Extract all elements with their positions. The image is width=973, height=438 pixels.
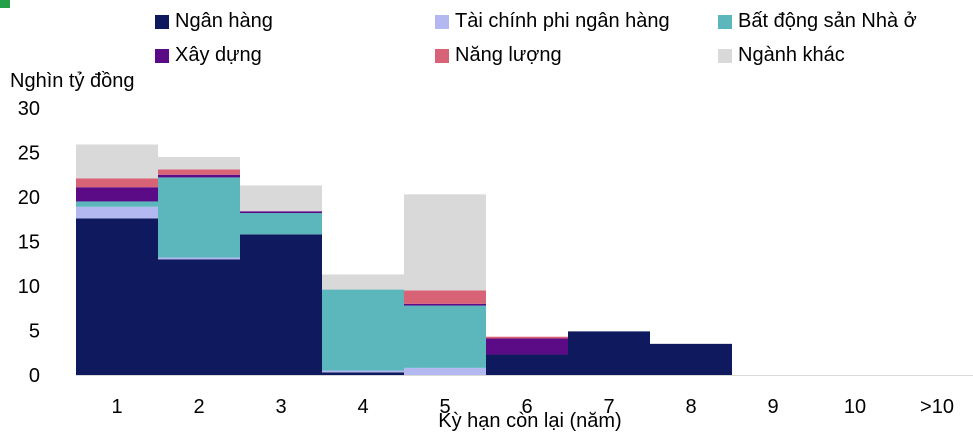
- x-tick-label: 6: [521, 396, 532, 418]
- legend-swatch-nganh-khac: [718, 48, 732, 63]
- legend-label-ngan-hang: Ngân hàng: [175, 10, 273, 32]
- legend-item-nganh-khac: Ngành khác: [718, 44, 845, 67]
- y-tick-label: 10: [18, 276, 40, 298]
- x-tick-label: 5: [439, 396, 450, 418]
- bar-nang-luong-2: [158, 169, 240, 175]
- bar-tai-chinh-phi-ngan-hang-1: [76, 206, 158, 219]
- x-tick-label: 2: [193, 396, 204, 418]
- bar-nang-luong-5: [404, 290, 486, 304]
- bar-xay-dung-6: [486, 338, 568, 355]
- x-tick-label: 8: [685, 396, 696, 418]
- bar-bat-dong-san-nha-o-4: [322, 289, 404, 371]
- bar-ngan-hang-6: [486, 354, 568, 375]
- bar-bat-dong-san-nha-o-5: [404, 305, 486, 368]
- x-tick-label: 3: [275, 396, 286, 418]
- legend-swatch-ngan-hang: [155, 14, 169, 29]
- y-tick-label: 30: [18, 98, 40, 120]
- y-tick-label: 5: [29, 321, 40, 343]
- legend-swatch-bat-dong-san: [718, 14, 732, 29]
- legend-label-nganh-khac: Ngành khác: [738, 44, 845, 66]
- bar-ngan-hang-3: [240, 234, 322, 375]
- y-tick-label: 15: [18, 232, 40, 254]
- x-tick-label: 1: [111, 396, 122, 418]
- y-axis-unit-label: Nghìn tỷ đồng: [10, 70, 135, 92]
- bar-bat-dong-san-nha-o-3: [240, 213, 322, 235]
- legend-label-nang-luong: Năng lượng: [455, 44, 562, 66]
- corner-mark: [0, 0, 10, 8]
- x-tick-label: 10: [844, 396, 866, 418]
- legend-item-ngan-hang: Ngân hàng: [155, 10, 273, 33]
- bar-ngan-hang-4: [322, 372, 404, 375]
- bar-nganh-khac-2: [158, 156, 240, 170]
- x-tick-label: 4: [357, 396, 368, 418]
- legend-swatch-nang-luong: [435, 48, 449, 63]
- x-tick-label: 7: [603, 396, 614, 418]
- bar-nang-luong-6: [486, 336, 568, 339]
- x-tick-label: 9: [767, 396, 778, 418]
- bar-nang-luong-1: [76, 178, 158, 188]
- bar-nganh-khac-3: [240, 185, 322, 212]
- legend-item-bat-dong-san: Bất động sản Nhà ở: [718, 10, 917, 33]
- bar-nganh-khac-5: [404, 194, 486, 291]
- bar-bat-dong-san-nha-o-1: [76, 201, 158, 207]
- legend-swatch-tai-chinh: [435, 14, 449, 29]
- legend-label-bat-dong-san: Bất động sản Nhà ở: [738, 10, 917, 32]
- bar-xay-dung-2: [158, 174, 240, 178]
- legend-label-tai-chinh: Tài chính phi ngân hàng: [455, 10, 670, 32]
- legend-item-tai-chinh: Tài chính phi ngân hàng: [435, 10, 670, 33]
- legend-label-xay-dung: Xây dựng: [175, 44, 262, 66]
- legend-swatch-xay-dung: [155, 48, 169, 63]
- y-tick-label: 0: [29, 365, 40, 387]
- bar-xay-dung-3: [240, 211, 322, 214]
- y-tick-label: 20: [18, 187, 40, 209]
- y-tick-label: 25: [18, 143, 40, 165]
- bar-ngan-hang-1: [76, 218, 158, 375]
- bar-ngan-hang-7: [568, 331, 650, 375]
- bar-tai-chinh-phi-ngan-hang-4: [322, 370, 404, 373]
- bar-nganh-khac-1: [76, 144, 158, 179]
- bar-nganh-khac-4: [322, 274, 404, 290]
- bar-xay-dung-1: [76, 187, 158, 202]
- bar-tai-chinh-phi-ngan-hang-5: [404, 367, 486, 375]
- bar-ngan-hang-8: [650, 343, 732, 375]
- legend-item-nang-luong: Năng lượng: [435, 44, 562, 67]
- bar-xay-dung-5: [404, 303, 486, 306]
- bar-ngan-hang-2: [158, 259, 240, 375]
- legend-item-xay-dung: Xây dựng: [155, 44, 262, 67]
- bar-bat-dong-san-nha-o-2: [158, 177, 240, 258]
- x-axis-label: Kỳ hạn còn lại (năm): [438, 410, 622, 432]
- bar-tai-chinh-phi-ngan-hang-2: [158, 257, 240, 260]
- x-tick-label: >10: [920, 396, 954, 418]
